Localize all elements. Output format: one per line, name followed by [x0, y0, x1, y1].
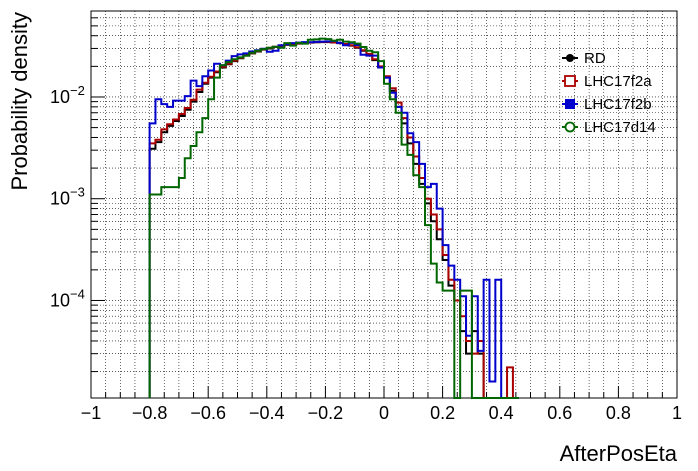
x-tick-label: 0 — [379, 403, 389, 423]
y-tick-label: 10−4 — [50, 286, 85, 310]
x-tick-label: 0.6 — [547, 403, 572, 423]
legend-entry-lhc17d14: LHC17d14 — [562, 119, 656, 136]
legend-label: LHC17f2b — [584, 96, 652, 113]
x-tick-label: −1 — [81, 403, 102, 423]
x-tick-labels: −1 −0.8 −0.6 −0.4 −0.2 0 0.2 0.4 0.6 0.8 1 — [81, 403, 682, 423]
x-tick-label: −0.4 — [249, 403, 285, 423]
y-axis-title: Probability density — [7, 12, 32, 191]
legend-marker — [566, 54, 574, 62]
histogram-series — [148, 37, 519, 399]
legend-label: RD — [584, 50, 606, 67]
x-tick-label: 0.2 — [430, 403, 455, 423]
x-tick-label: 1 — [672, 403, 682, 423]
legend-label: LHC17f2a — [584, 73, 652, 90]
legend-marker — [565, 99, 575, 109]
x-axis-title: AfterPosEta — [560, 441, 678, 466]
legend-entry-lhc17f2a: LHC17f2a — [562, 73, 652, 90]
legend-marker — [564, 75, 576, 87]
y-tick-labels: 10−4 10−3 10−2 — [50, 83, 85, 310]
x-tick-label: −0.6 — [190, 403, 226, 423]
legend-label: LHC17d14 — [584, 119, 656, 136]
x-tick-label: 0.4 — [489, 403, 514, 423]
legend-entry-lhc17f2b: LHC17f2b — [562, 96, 652, 113]
legend-entry-rd: RD — [562, 50, 606, 67]
axis-ticks — [90, 10, 678, 398]
x-tick-label: −0.8 — [132, 403, 168, 423]
y-tick-label: 10−2 — [50, 83, 85, 107]
x-tick-label: 0.8 — [606, 403, 631, 423]
x-tick-label: −0.2 — [308, 403, 344, 423]
legend: RD LHC17f2a LHC17f2b LHC17d14 — [562, 50, 656, 136]
series-lhc17d14-line — [148, 37, 519, 399]
legend-marker — [564, 121, 576, 133]
y-tick-label: 10−3 — [50, 185, 85, 209]
